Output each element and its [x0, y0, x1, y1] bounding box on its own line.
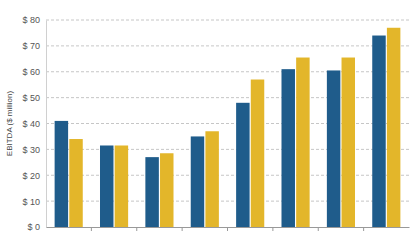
- grid-line: [46, 45, 409, 46]
- chart: $ 0 $ 10 $ 20 $ 30 $ 40 $ 50 $ 60 $ 70 $ 80 EBITD…: [0, 0, 415, 233]
- y-tick: $ 10: [22, 197, 46, 207]
- bar: [372, 36, 385, 227]
- bar: [387, 28, 400, 227]
- x-separator: [363, 227, 364, 231]
- bar: [281, 69, 294, 227]
- y-tick-label: $ 0: [27, 222, 40, 232]
- y-tick: $ 40: [22, 119, 46, 129]
- y-axis-line: [46, 21, 47, 228]
- x-separator: [91, 227, 92, 231]
- bar: [69, 139, 82, 227]
- plot: $ 0 $ 10 $ 20 $ 30 $ 40 $ 50 $ 60 $ 70 $ 80: [22, 15, 409, 232]
- bar: [100, 145, 113, 227]
- bar: [296, 58, 309, 227]
- y-tick-label: $ 60: [22, 67, 40, 77]
- bar: [160, 153, 173, 227]
- y-tick: $ 70: [22, 41, 46, 51]
- y-tick: $ 50: [22, 93, 46, 103]
- x-separator: [227, 227, 228, 231]
- y-tick: $ 20: [22, 171, 46, 181]
- x-separator: [272, 227, 273, 231]
- grid-line: [46, 20, 409, 21]
- x-separator: [136, 227, 137, 231]
- bar: [55, 121, 68, 227]
- bars: [55, 28, 401, 227]
- series: [55, 36, 386, 227]
- y-tick-label: $ 80: [22, 15, 40, 25]
- x-separator: [318, 227, 319, 231]
- series: [69, 28, 400, 227]
- y-tick-label: $ 40: [22, 119, 40, 129]
- x-separator: [182, 227, 183, 231]
- bar: [205, 131, 218, 227]
- bar: [236, 103, 249, 227]
- bar: [251, 80, 264, 227]
- y-tick-label: $ 10: [22, 197, 40, 207]
- y-axis: $ 0 $ 10 $ 20 $ 30 $ 40 $ 50 $ 60 $ 70 $ 80: [22, 15, 46, 232]
- y-tick-label: $ 20: [22, 171, 40, 181]
- y-tick: $ 30: [22, 145, 46, 155]
- y-tick: $ 80: [22, 15, 46, 25]
- bar: [342, 58, 355, 227]
- y-tick: $ 0: [27, 222, 46, 232]
- bar: [191, 136, 204, 227]
- bar: [115, 145, 128, 227]
- bar: [327, 70, 340, 227]
- y-tick-label: $ 30: [22, 145, 40, 155]
- y-tick-label: $ 50: [22, 93, 40, 103]
- y-tick-label: $ 70: [22, 41, 40, 51]
- y-axis-title: EBITDA ($ million): [5, 90, 14, 156]
- x-axis: [47, 227, 410, 231]
- bar: [145, 157, 158, 227]
- y-tick: $ 60: [22, 67, 46, 77]
